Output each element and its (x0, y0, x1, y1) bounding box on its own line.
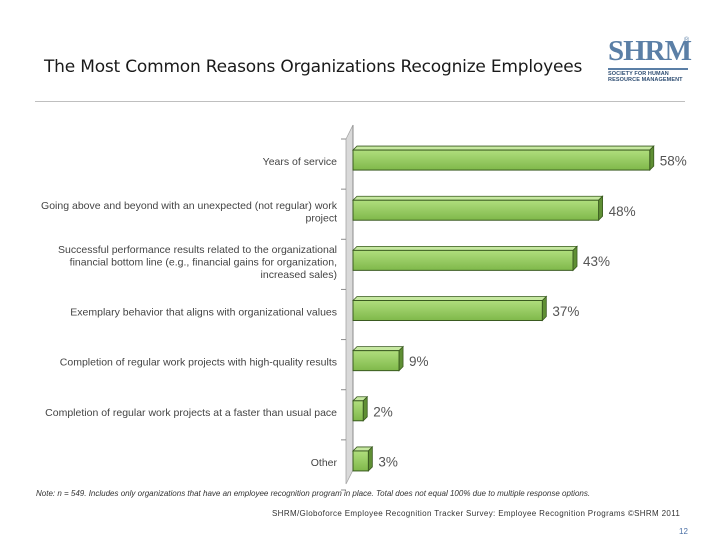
shrm-logo: SHRM ® SOCIETY FOR HUMAN RESOURCE MANAGE… (606, 35, 692, 87)
data-label: 48% (609, 204, 636, 219)
data-label: 3% (378, 454, 398, 469)
data-label: 2% (373, 404, 393, 419)
source-citation: SHRM/Globoforce Employee Recognition Tra… (272, 509, 681, 518)
logo-registered-mark: ® (684, 37, 690, 44)
bar-top-face (352, 296, 548, 301)
logo-wordmark: SHRM (608, 35, 692, 67)
data-label: 37% (552, 304, 579, 319)
category-label-line: increased sales) (261, 269, 337, 281)
category-label-line: Other (311, 457, 338, 469)
logo-subtitle-line: SOCIETY FOR HUMAN (608, 71, 669, 77)
bar-top-face (352, 195, 604, 201)
category-label-line: project (305, 212, 337, 224)
category-label-line: Completion of regular work projects at a… (45, 407, 337, 419)
bar-side-face (598, 195, 603, 222)
data-label: 58% (660, 154, 687, 169)
category-label: Exemplary behavior that aligns with orga… (70, 306, 337, 318)
category-label: Successful performance results related t… (58, 244, 337, 281)
page-number: 12 (679, 527, 688, 536)
category-label-line: financial bottom line (e.g., financial g… (70, 256, 337, 268)
bar-side-face (367, 445, 373, 472)
category-label: Other (311, 457, 338, 469)
category-label-line: Exemplary behavior that aligns with orga… (70, 306, 337, 318)
category-label-line: Going above and beyond with an unexpecte… (41, 200, 338, 212)
bar-side-face (572, 245, 578, 272)
logo-subtitle-line: RESOURCE MANAGEMENT (608, 77, 683, 83)
category-label: Going above and beyond with an unexpecte… (41, 200, 338, 225)
bar (352, 300, 543, 321)
bar-top-face (352, 145, 655, 151)
bar (352, 350, 400, 372)
category-label: Years of service (263, 156, 337, 168)
bar-side-face (362, 395, 368, 422)
footnote: Note: n = 549. Includes only organizatio… (36, 489, 591, 498)
bar-side-face (649, 145, 655, 172)
bar-top-face (352, 346, 405, 352)
bar (352, 149, 651, 171)
logo-divider (608, 68, 688, 70)
data-label: 9% (409, 354, 429, 369)
bar-top-face (352, 245, 578, 251)
title-divider (35, 101, 685, 102)
category-label: Completion of regular work projects with… (60, 356, 337, 368)
category-label: Completion of regular work projects at a… (45, 407, 337, 419)
bar (352, 249, 574, 271)
axis-wall (345, 124, 354, 485)
bar-side-face (398, 345, 404, 372)
category-label-line: Years of service (263, 156, 337, 168)
logo-subtitle: SOCIETY FOR HUMAN RESOURCE MANAGEMENT (608, 71, 694, 83)
category-label-line: Completion of regular work projects with… (60, 356, 337, 368)
category-label-line: Successful performance results related t… (58, 244, 337, 256)
bar (352, 450, 369, 472)
bar (352, 199, 600, 221)
page-title: The Most Common Reasons Organizations Re… (44, 57, 583, 77)
bar-side-face (541, 295, 547, 322)
data-label: 43% (583, 254, 610, 269)
bar (352, 400, 364, 422)
